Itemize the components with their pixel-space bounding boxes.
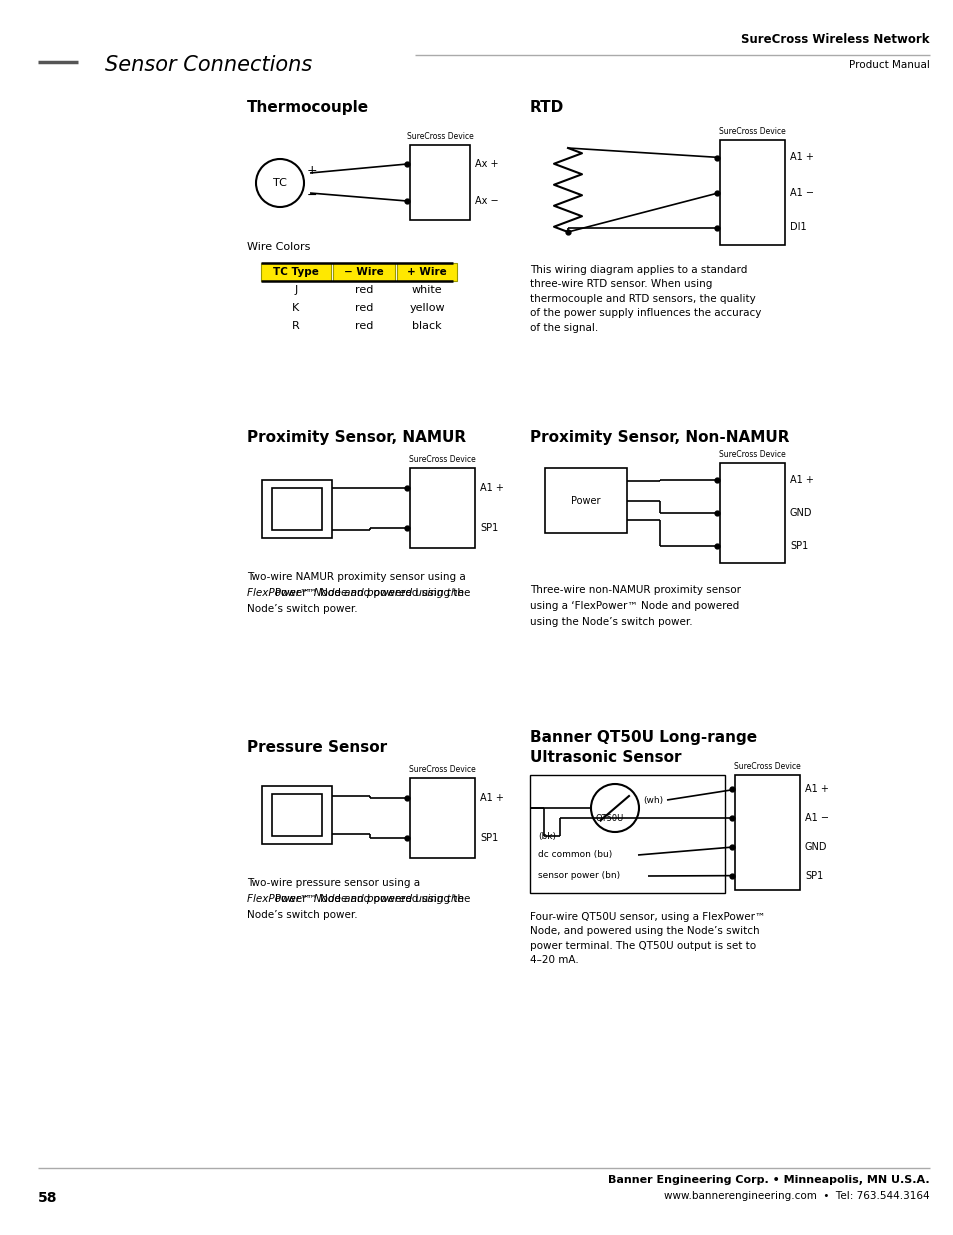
Text: SureCross Device: SureCross Device: [409, 764, 476, 774]
Text: SP1: SP1: [479, 522, 497, 534]
Text: SureCross Device: SureCross Device: [406, 132, 473, 141]
Text: SP1: SP1: [804, 871, 822, 881]
Text: Node’s switch power.: Node’s switch power.: [247, 604, 357, 614]
Text: Power: Power: [571, 495, 600, 505]
Bar: [410, 778, 475, 858]
Text: +: +: [307, 164, 317, 178]
Text: Banner Engineering Corp. • Minneapolis, MN U.S.A.: Banner Engineering Corp. • Minneapolis, …: [608, 1174, 929, 1186]
Text: SureCross Device: SureCross Device: [409, 454, 476, 464]
Text: GND: GND: [804, 842, 826, 852]
Text: + Wire: + Wire: [407, 267, 446, 277]
Text: Sensor Connections: Sensor Connections: [105, 56, 312, 75]
Text: yellow: yellow: [409, 303, 444, 312]
Text: Four-wire QT50U sensor, using a FlexPower™
Node, and powered using the Node’s sw: Four-wire QT50U sensor, using a FlexPowe…: [530, 911, 764, 966]
Text: R: R: [292, 321, 299, 331]
Bar: [261, 263, 331, 282]
Text: SureCross Wireless Network: SureCross Wireless Network: [740, 33, 929, 46]
Text: red: red: [355, 321, 373, 331]
Text: Pressure Sensor: Pressure Sensor: [247, 740, 387, 755]
Text: Two-wire pressure sensor using a: Two-wire pressure sensor using a: [247, 878, 419, 888]
Text: FlexPower™ Node and powered using the: FlexPower™ Node and powered using the: [247, 588, 463, 598]
Bar: [410, 468, 475, 548]
Text: − Wire: − Wire: [344, 267, 383, 277]
Text: red: red: [355, 303, 373, 312]
Text: A1 +: A1 +: [789, 152, 813, 163]
Text: GND: GND: [789, 508, 812, 517]
Text: 58: 58: [38, 1191, 57, 1205]
Text: QT50U: QT50U: [596, 814, 623, 823]
Text: Node’s switch power.: Node’s switch power.: [247, 910, 357, 920]
Bar: [720, 463, 784, 563]
Bar: [262, 785, 332, 844]
Text: Two-wire NAMUR proximity sensor using a: Two-wire NAMUR proximity sensor using a: [247, 572, 465, 582]
Text: (wh): (wh): [642, 795, 662, 804]
Text: Thermocouple: Thermocouple: [247, 100, 369, 115]
Bar: [262, 480, 332, 538]
Bar: [734, 776, 800, 890]
Text: using a ‘FlexPower™ Node and powered: using a ‘FlexPower™ Node and powered: [530, 601, 739, 611]
Bar: [720, 140, 784, 245]
Bar: [272, 794, 322, 836]
Text: SureCross Device: SureCross Device: [719, 127, 785, 136]
Text: Proximity Sensor, Non-NAMUR: Proximity Sensor, Non-NAMUR: [530, 430, 789, 445]
Text: Product Manual: Product Manual: [848, 61, 929, 70]
Text: Ax −: Ax −: [475, 196, 498, 206]
Text: This wiring diagram applies to a standard
three-wire RTD sensor. When using
ther: This wiring diagram applies to a standar…: [530, 266, 760, 332]
Text: www.bannerengineering.com  •  Tel: 763.544.3164: www.bannerengineering.com • Tel: 763.544…: [663, 1191, 929, 1200]
Text: K: K: [292, 303, 299, 312]
Text: black: black: [412, 321, 441, 331]
Text: SureCross Device: SureCross Device: [719, 450, 785, 459]
Text: red: red: [355, 285, 373, 295]
Text: A1 −: A1 −: [789, 188, 813, 198]
Text: dc common (bu): dc common (bu): [537, 851, 612, 860]
Bar: [272, 488, 322, 530]
Text: Proximity Sensor, NAMUR: Proximity Sensor, NAMUR: [247, 430, 466, 445]
Text: SP1: SP1: [479, 832, 497, 844]
Text: A1 −: A1 −: [804, 813, 828, 823]
Text: sensor power (bn): sensor power (bn): [537, 872, 619, 881]
Text: −: −: [307, 189, 317, 201]
Text: FlexPower™ Node and powered using the: FlexPower™ Node and powered using the: [247, 894, 463, 904]
Text: RTD: RTD: [530, 100, 563, 115]
Bar: [544, 468, 626, 534]
Text: A1 +: A1 +: [789, 474, 813, 484]
Text: DI1: DI1: [789, 222, 806, 232]
Text: Ultrasonic Sensor: Ultrasonic Sensor: [530, 750, 680, 764]
Circle shape: [255, 159, 304, 207]
Text: Wire Colors: Wire Colors: [247, 242, 310, 252]
Text: Banner QT50U Long-range: Banner QT50U Long-range: [530, 730, 757, 745]
Circle shape: [590, 784, 639, 832]
Text: A1 +: A1 +: [479, 483, 503, 493]
Bar: [410, 144, 470, 220]
Text: TC Type: TC Type: [273, 267, 318, 277]
Text: Power™ Node and powered using the: Power™ Node and powered using the: [274, 588, 470, 598]
Text: A1 +: A1 +: [479, 793, 503, 803]
Bar: [333, 263, 395, 282]
Text: Ax +: Ax +: [475, 159, 498, 169]
Text: J: J: [294, 285, 297, 295]
Text: TC: TC: [273, 178, 287, 188]
Text: white: white: [412, 285, 442, 295]
Text: (bk): (bk): [537, 831, 556, 841]
Text: A1 +: A1 +: [804, 784, 828, 794]
Text: using the Node’s switch power.: using the Node’s switch power.: [530, 618, 692, 627]
Text: SureCross Device: SureCross Device: [734, 762, 800, 771]
Bar: [530, 776, 724, 893]
Text: Power™ Node and powered using the: Power™ Node and powered using the: [274, 894, 470, 904]
Bar: [396, 263, 456, 282]
Text: Three-wire non-NAMUR proximity sensor: Three-wire non-NAMUR proximity sensor: [530, 585, 740, 595]
Text: SP1: SP1: [789, 541, 807, 551]
